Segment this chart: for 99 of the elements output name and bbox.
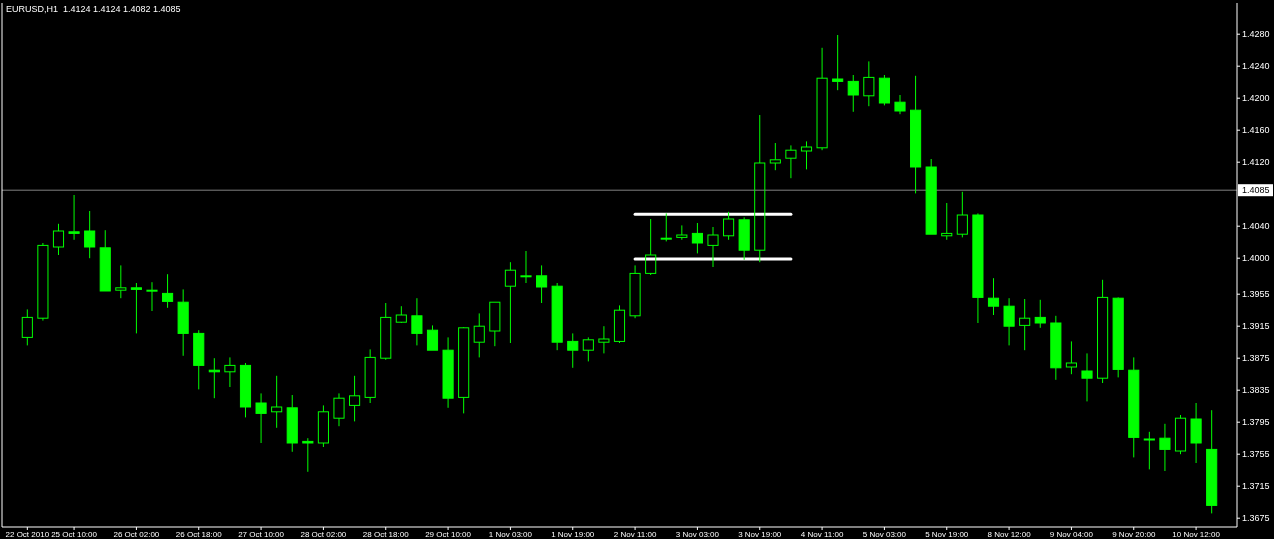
- candlestick: [255, 392, 267, 444]
- candlestick: [349, 375, 361, 422]
- candlestick: [317, 404, 329, 448]
- candlestick: [162, 273, 174, 309]
- y-tick-label: 1.3795: [1242, 416, 1270, 427]
- candlestick: [99, 229, 111, 292]
- y-tick-label: 1.3875: [1242, 352, 1270, 363]
- candlestick: [738, 216, 750, 261]
- x-tick-label: 2 Nov 11:00: [613, 530, 657, 539]
- x-tick-label: 1 Nov 19:00: [551, 530, 595, 539]
- candlestick: [504, 261, 516, 344]
- candlestick: [68, 194, 80, 241]
- y-tick-label: 1.3675: [1242, 512, 1270, 523]
- candlestick: [21, 308, 33, 346]
- candlestick: [800, 140, 813, 170]
- candlestick: [1206, 409, 1218, 514]
- candlestick: [177, 288, 189, 357]
- candlestick: [411, 297, 423, 346]
- y-tick-label: 1.3715: [1242, 480, 1270, 491]
- candlestick: [286, 394, 298, 453]
- x-tick-label: 5 Nov 03:00: [862, 530, 907, 539]
- candlestick: [987, 277, 1000, 316]
- candlestick: [676, 224, 688, 241]
- candlestick: [1097, 279, 1109, 384]
- candlestick: [302, 437, 314, 473]
- x-tick-label: 9 Nov 04:00: [1049, 530, 1094, 539]
- candlestick: [598, 325, 610, 354]
- candlestick: [84, 210, 96, 259]
- candlestick: [956, 191, 968, 238]
- candlestick: [785, 144, 797, 179]
- candlestick: [1034, 299, 1046, 329]
- candlestick: [1143, 431, 1155, 470]
- y-tick-label: 1.4280: [1242, 28, 1270, 39]
- candlestick: [224, 356, 236, 388]
- y-tick-label: 1.4160: [1242, 124, 1270, 135]
- x-tick-label: 1 Nov 03:00: [488, 530, 533, 539]
- x-tick-label: 26 Oct 18:00: [175, 530, 223, 539]
- y-tick-label: 1.4240: [1242, 60, 1270, 71]
- candlestick: [37, 242, 49, 322]
- y-tick-label: 1.4040: [1242, 220, 1270, 231]
- candlestick: [613, 304, 626, 344]
- x-tick-label: 3 Nov 19:00: [738, 530, 782, 539]
- candlestick: [536, 264, 548, 304]
- y-tick-label: 1.3835: [1242, 384, 1270, 395]
- x-tick-label: 22 Oct 2010: [5, 530, 50, 539]
- y-tick-label: 1.4200: [1242, 92, 1270, 103]
- y-tick-label: 1.4000: [1242, 252, 1270, 263]
- candlestick: [551, 282, 563, 351]
- candlestick: [691, 222, 703, 254]
- candlestick: [1019, 298, 1031, 351]
- candlestick: [645, 218, 657, 276]
- candlestick: [972, 212, 984, 324]
- x-tick-label: 5 Nov 19:00: [925, 530, 969, 539]
- candlestick: [941, 202, 953, 241]
- x-tick-label: 8 Nov 12:00: [987, 530, 1032, 539]
- x-tick-label: 4 Nov 11:00: [800, 530, 844, 539]
- candlestick: [910, 75, 922, 194]
- candlestick: [754, 114, 766, 263]
- y-tick-label: 1.4120: [1242, 156, 1270, 167]
- candlestick: [426, 324, 439, 351]
- candlestick: [1065, 340, 1077, 375]
- candlestick: [1190, 402, 1202, 464]
- candlestick: [723, 211, 735, 241]
- candlestick: [489, 301, 501, 347]
- x-tick-label: 26 Oct 02:00: [113, 530, 160, 539]
- candlestick: [364, 348, 376, 404]
- candlestick: [567, 332, 579, 369]
- candlestick: [193, 329, 205, 390]
- y-tick-label: 1.3755: [1242, 448, 1270, 459]
- candlestick: [271, 375, 283, 429]
- candlestick: [769, 142, 781, 171]
- candlestick: [629, 264, 641, 319]
- candlestick: [894, 94, 906, 115]
- candlestick: [1081, 352, 1093, 402]
- candlestick: [863, 60, 875, 107]
- candlestick: [660, 212, 672, 242]
- ref-line-label: 1.4085: [1242, 184, 1270, 195]
- x-tick-label: 25 Oct 10:00: [51, 530, 98, 539]
- candlestick: [442, 336, 454, 409]
- candlestick: [1003, 297, 1015, 346]
- x-tick-label: 9 Nov 20:00: [1112, 530, 1156, 539]
- y-tick-label: 1.3955: [1242, 288, 1270, 299]
- x-tick-label: 10 Nov 12:00: [1172, 530, 1221, 539]
- candlestick: [832, 34, 844, 91]
- candlestick: [1128, 356, 1140, 458]
- x-tick-label: 3 Nov 03:00: [675, 530, 720, 539]
- y-tick-label: 1.3915: [1242, 320, 1270, 331]
- candlestick: [380, 302, 392, 361]
- x-tick-label: 29 Oct 10:00: [425, 530, 472, 539]
- chart-title: EURUSD,H1 1.4124 1.4124 1.4082 1.4085: [6, 4, 181, 14]
- candlestick: [130, 282, 142, 334]
- x-tick-label: 27 Oct 10:00: [238, 530, 285, 539]
- candlestick: [1159, 423, 1171, 472]
- candlestick: [1050, 315, 1062, 381]
- candlestick: [115, 264, 127, 299]
- x-tick-label: 28 Oct 02:00: [300, 530, 347, 539]
- candlestick: [847, 74, 859, 113]
- x-tick-label: 28 Oct 18:00: [362, 530, 410, 539]
- candlestick: [473, 312, 485, 358]
